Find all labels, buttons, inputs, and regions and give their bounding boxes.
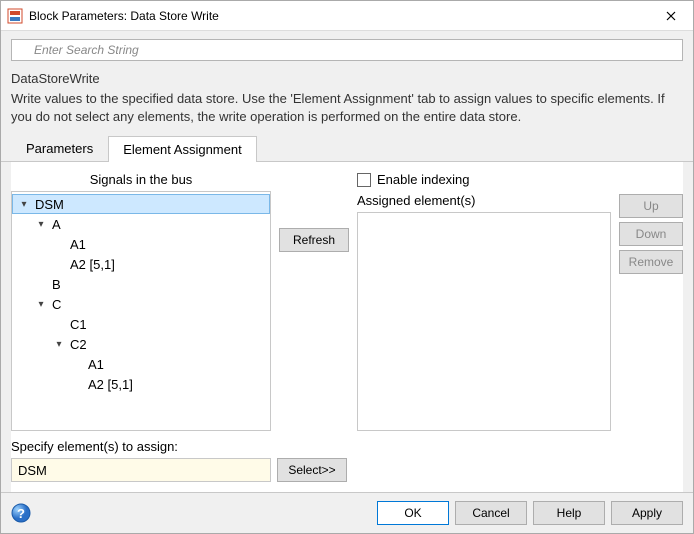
chevron-down-icon[interactable]: ▾	[17, 199, 31, 210]
block-description: Write values to the specified data store…	[1, 88, 693, 135]
tab-strip: Parameters Element Assignment	[1, 135, 693, 162]
chevron-down-icon[interactable]: ▾	[34, 219, 48, 230]
svg-text:?: ?	[17, 506, 25, 521]
help-icon[interactable]: ?	[11, 503, 31, 523]
specify-region: Specify element(s) to assign: Select>>	[11, 437, 683, 492]
tree-node-label: C1	[66, 317, 87, 332]
tree-row[interactable]: A1	[12, 354, 270, 374]
help-button[interactable]: Help	[533, 501, 605, 525]
signals-tree[interactable]: ▾DSM▾AA1A2 [5,1]B▾CC1▾C2A1A2 [5,1]	[11, 191, 271, 431]
app-icon	[7, 8, 23, 24]
tree-row[interactable]: ▾DSM	[12, 194, 270, 214]
select-button[interactable]: Select>>	[277, 458, 347, 482]
down-button[interactable]: Down	[619, 222, 683, 246]
tree-row[interactable]: A1	[12, 234, 270, 254]
up-button[interactable]: Up	[619, 194, 683, 218]
assigned-label: Assigned element(s)	[357, 193, 611, 212]
close-button[interactable]	[648, 1, 693, 31]
assigned-column: Enable indexing Assigned element(s)	[357, 172, 611, 431]
enable-indexing-row: Enable indexing	[357, 172, 611, 193]
search-input[interactable]	[11, 39, 683, 61]
tree-node-label: A2 [5,1]	[66, 257, 115, 272]
chevron-down-icon[interactable]: ▾	[52, 339, 66, 350]
assigned-listbox[interactable]	[357, 212, 611, 431]
tree-row[interactable]: C1	[12, 314, 270, 334]
tree-row[interactable]: ▾C	[12, 294, 270, 314]
ok-button[interactable]: OK	[377, 501, 449, 525]
remove-button[interactable]: Remove	[619, 250, 683, 274]
tree-node-label: B	[48, 277, 61, 292]
specify-label: Specify element(s) to assign:	[11, 437, 683, 458]
search-region	[1, 31, 693, 67]
window-title: Block Parameters: Data Store Write	[29, 9, 648, 23]
tree-node-label: A1	[66, 237, 86, 252]
apply-button[interactable]: Apply	[611, 501, 683, 525]
mid-column: Refresh	[279, 172, 349, 431]
tree-node-label: DSM	[31, 197, 64, 212]
tab-element-assignment[interactable]: Element Assignment	[108, 136, 257, 162]
tree-node-label: A	[48, 217, 61, 232]
tree-row[interactable]: A2 [5,1]	[12, 254, 270, 274]
reorder-buttons: Up Down Remove	[619, 172, 683, 431]
enable-indexing-label: Enable indexing	[377, 172, 470, 187]
cancel-button[interactable]: Cancel	[455, 501, 527, 525]
tree-row[interactable]: ▾C2	[12, 334, 270, 354]
tree-node-label: A1	[84, 357, 104, 372]
footer-buttons: OK Cancel Help Apply	[377, 501, 683, 525]
assigned-region: Enable indexing Assigned element(s) Up D…	[357, 172, 683, 431]
tab-panel: Signals in the bus ▾DSM▾AA1A2 [5,1]B▾CC1…	[11, 162, 683, 437]
tree-node-label: A2 [5,1]	[84, 377, 133, 392]
content-area: DataStoreWrite Write values to the speci…	[1, 31, 693, 492]
signals-label: Signals in the bus	[11, 172, 271, 191]
dialog-window: Block Parameters: Data Store Write DataS…	[0, 0, 694, 534]
chevron-down-icon[interactable]: ▾	[34, 299, 48, 310]
tree-row[interactable]: ▾A	[12, 214, 270, 234]
tab-parameters[interactable]: Parameters	[11, 135, 108, 161]
signals-column: Signals in the bus ▾DSM▾AA1A2 [5,1]B▾CC1…	[11, 172, 271, 431]
tree-node-label: C	[48, 297, 61, 312]
specify-input[interactable]	[11, 458, 271, 482]
tree-node-label: C2	[66, 337, 87, 352]
tree-row[interactable]: B	[12, 274, 270, 294]
refresh-button[interactable]: Refresh	[279, 228, 349, 252]
titlebar: Block Parameters: Data Store Write	[1, 1, 693, 31]
footer: ? OK Cancel Help Apply	[1, 492, 693, 533]
block-type-label: DataStoreWrite	[1, 67, 693, 88]
enable-indexing-checkbox[interactable]	[357, 173, 371, 187]
tree-row[interactable]: A2 [5,1]	[12, 374, 270, 394]
